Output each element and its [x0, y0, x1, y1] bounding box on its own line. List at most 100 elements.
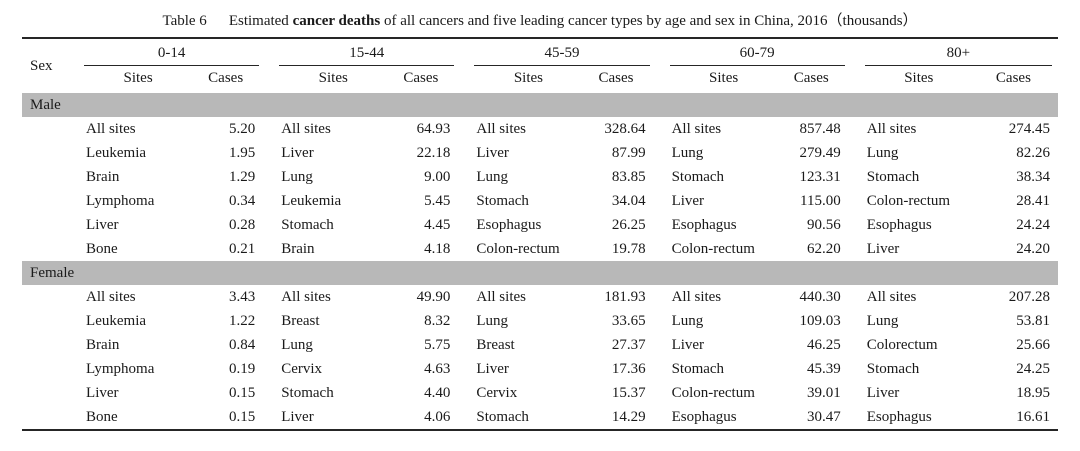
- site-cell: Bone: [86, 409, 118, 425]
- cases-cell: 274.45: [1008, 121, 1050, 137]
- sex-spacer-cell: [22, 405, 82, 430]
- section-band-male: Male: [22, 93, 1058, 117]
- cases-column-header: Cases: [598, 70, 634, 86]
- site-cell: Lung: [476, 313, 509, 329]
- site-cell: Bone: [86, 241, 118, 257]
- cases-cell: 4.18: [424, 241, 451, 257]
- sex-spacer-cell: [22, 189, 82, 213]
- sex-spacer-cell: [22, 357, 82, 381]
- cases-cell: 53.81: [1016, 313, 1050, 329]
- cancer-deaths-table: Sex 0-14 15-44 45-59 60-79 80+ Sites Cas…: [22, 37, 1058, 431]
- site-cell: Lung: [671, 145, 704, 161]
- cases-cell: 34.04: [611, 193, 646, 209]
- site-cell: Colon-rectum: [476, 241, 560, 257]
- cases-column-header: Cases: [995, 70, 1031, 86]
- cases-cell: 1.29: [228, 169, 256, 185]
- site-cell: All sites: [671, 121, 722, 137]
- site-cell: Cervix: [476, 385, 518, 401]
- site-cell: Brain: [281, 241, 315, 257]
- site-cell: Lymphoma: [86, 361, 155, 377]
- site-cell: Liver: [86, 385, 119, 401]
- site-cell: All sites: [86, 121, 136, 137]
- caption-text-after-bold: of all cancers and five leading cancer t…: [380, 13, 918, 29]
- cases-cell: 4.63: [424, 361, 451, 377]
- cases-cell: 109.03: [799, 313, 841, 329]
- caption-bold-phrase: cancer deaths: [292, 13, 381, 29]
- site-cell: Liver: [86, 217, 119, 233]
- site-cell: All sites: [281, 289, 331, 305]
- site-cell: Brain: [86, 169, 120, 185]
- sex-spacer-cell: [22, 381, 82, 405]
- site-cell: Esophagus: [476, 217, 542, 233]
- table-row: Leukemia 1.22 Breast 8.32 Lung 33.65 Lung 109.0…: [22, 309, 1058, 333]
- cases-column-header: Cases: [403, 70, 439, 86]
- age-group-label: 15-44: [279, 39, 455, 66]
- cases-cell: 0.15: [228, 409, 256, 425]
- sex-spacer-cell: [22, 309, 82, 333]
- sites-column-header: Sites: [123, 70, 153, 86]
- age-group-header-15-44: 15-44: [277, 38, 472, 66]
- cases-cell: 115.00: [800, 193, 841, 209]
- sites-column-header: Sites: [318, 70, 348, 86]
- age-group-header-45-59: 45-59: [472, 38, 667, 66]
- cases-cell: 25.66: [1016, 337, 1050, 353]
- cases-cell: 14.29: [611, 409, 646, 425]
- age-group-label: 45-59: [474, 39, 650, 66]
- cases-cell: 64.93: [416, 121, 451, 137]
- cases-cell: 38.34: [1016, 169, 1050, 185]
- site-cell: Esophagus: [866, 409, 932, 425]
- header-row-subcolumns: Sites Cases Sites Cases Sites Cases Site…: [22, 66, 1058, 93]
- cases-cell: 181.93: [604, 289, 646, 305]
- age-group-header-0-14: 0-14: [82, 38, 277, 66]
- section-band-female: Female: [22, 261, 1058, 285]
- site-cell: All sites: [476, 121, 526, 137]
- cases-cell: 30.47: [806, 409, 841, 425]
- cases-cell: 90.56: [806, 217, 841, 233]
- age-group-label: 60-79: [669, 39, 845, 66]
- cases-cell: 19.78: [611, 241, 646, 257]
- table-row: Liver 0.28 Stomach 4.45 Esophagus 26.25 Esopha…: [22, 213, 1058, 237]
- cases-cell: 8.32: [424, 313, 451, 329]
- sex-spacer-cell: [22, 117, 82, 141]
- cases-cell: 16.61: [1016, 409, 1050, 425]
- cases-column-header: Cases: [793, 70, 829, 86]
- age-group-label: 80+: [864, 39, 1052, 66]
- site-cell: Cervix: [281, 361, 323, 377]
- cases-cell: 0.15: [228, 385, 256, 401]
- site-cell: All sites: [866, 289, 917, 305]
- cases-cell: 22.18: [416, 145, 451, 161]
- cases-cell: 27.37: [611, 337, 646, 353]
- age-group-header-80plus: 80+: [863, 38, 1058, 66]
- cases-cell: 33.65: [611, 313, 646, 329]
- site-cell: Liver: [476, 361, 509, 377]
- cases-cell: 83.85: [611, 169, 646, 185]
- site-cell: Lung: [671, 313, 704, 329]
- site-cell: Leukemia: [86, 145, 147, 161]
- caption-text-before-bold: Estimated: [228, 13, 293, 29]
- cases-cell: 440.30: [799, 289, 841, 305]
- sex-spacer-cell: [22, 165, 82, 189]
- site-cell: Leukemia: [86, 313, 147, 329]
- cases-cell: 24.20: [1016, 241, 1050, 257]
- cases-cell: 857.48: [799, 121, 841, 137]
- site-cell: Stomach: [476, 409, 529, 425]
- table-row: Bone 0.15 Liver 4.06 Stomach 14.29 Esophagus 30…: [22, 405, 1058, 430]
- site-cell: Liver: [866, 385, 900, 401]
- cases-cell: 0.28: [228, 217, 256, 233]
- site-cell: Esophagus: [866, 217, 932, 233]
- site-cell: Liver: [866, 241, 900, 257]
- site-cell: Stomach: [671, 169, 725, 185]
- site-cell: Stomach: [866, 361, 920, 377]
- age-group-label: 0-14: [84, 39, 260, 66]
- cases-cell: 3.43: [228, 289, 256, 305]
- site-cell: Esophagus: [671, 409, 737, 425]
- site-cell: Leukemia: [281, 193, 342, 209]
- cases-cell: 0.34: [228, 193, 256, 209]
- table-row: Brain 1.29 Lung 9.00 Lung 83.85 Stomach 123.31 S…: [22, 165, 1058, 189]
- cases-cell: 1.22: [228, 313, 256, 329]
- cases-cell: 0.19: [228, 361, 256, 377]
- cases-cell: 39.01: [806, 385, 841, 401]
- cases-cell: 279.49: [799, 145, 841, 161]
- cases-cell: 9.00: [424, 169, 451, 185]
